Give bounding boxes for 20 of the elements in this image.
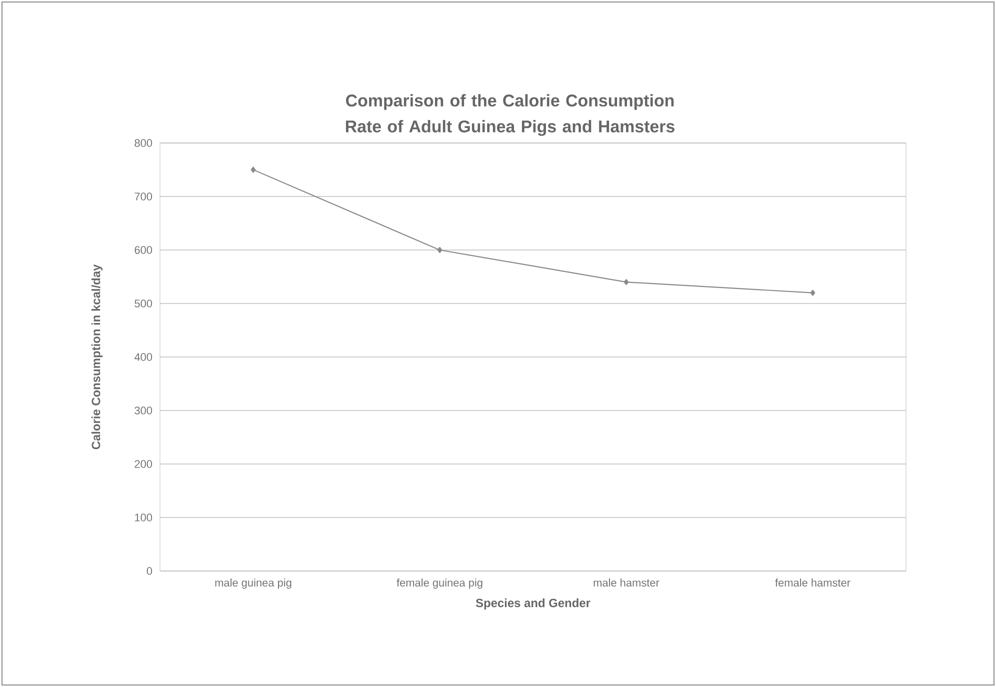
- point: [437, 246, 442, 254]
- point: [624, 279, 629, 286]
- x-tick-label: female guinea pig: [396, 578, 482, 589]
- y-tick-label: 600: [134, 246, 152, 254]
- y-axis-title: Calorie Consumption in kcal/day: [91, 264, 103, 450]
- y-tick-label: 200: [134, 460, 152, 468]
- x-tick-label: male guinea pig: [215, 578, 292, 589]
- y-tick-label: 0: [146, 567, 152, 575]
- y-tick-label: 300: [134, 406, 152, 414]
- x-tick-label: female hamster: [775, 578, 850, 587]
- y-tick-label: 500: [134, 300, 152, 308]
- point: [250, 166, 256, 173]
- y-tick-label: 400: [134, 353, 152, 361]
- x-axis-title: Species and Gender: [476, 598, 590, 610]
- x-tick-label: male hamster: [594, 578, 660, 587]
- chart-title: Comparison of the Calorie Consumption Rate of Adult Guinea Pigs and Hamsters: [346, 94, 674, 136]
- point: [810, 290, 816, 296]
- y-tick-label: 800: [134, 139, 152, 147]
- y-tick-label: 700: [134, 192, 152, 200]
- y-tick-label: 100: [135, 514, 152, 522]
